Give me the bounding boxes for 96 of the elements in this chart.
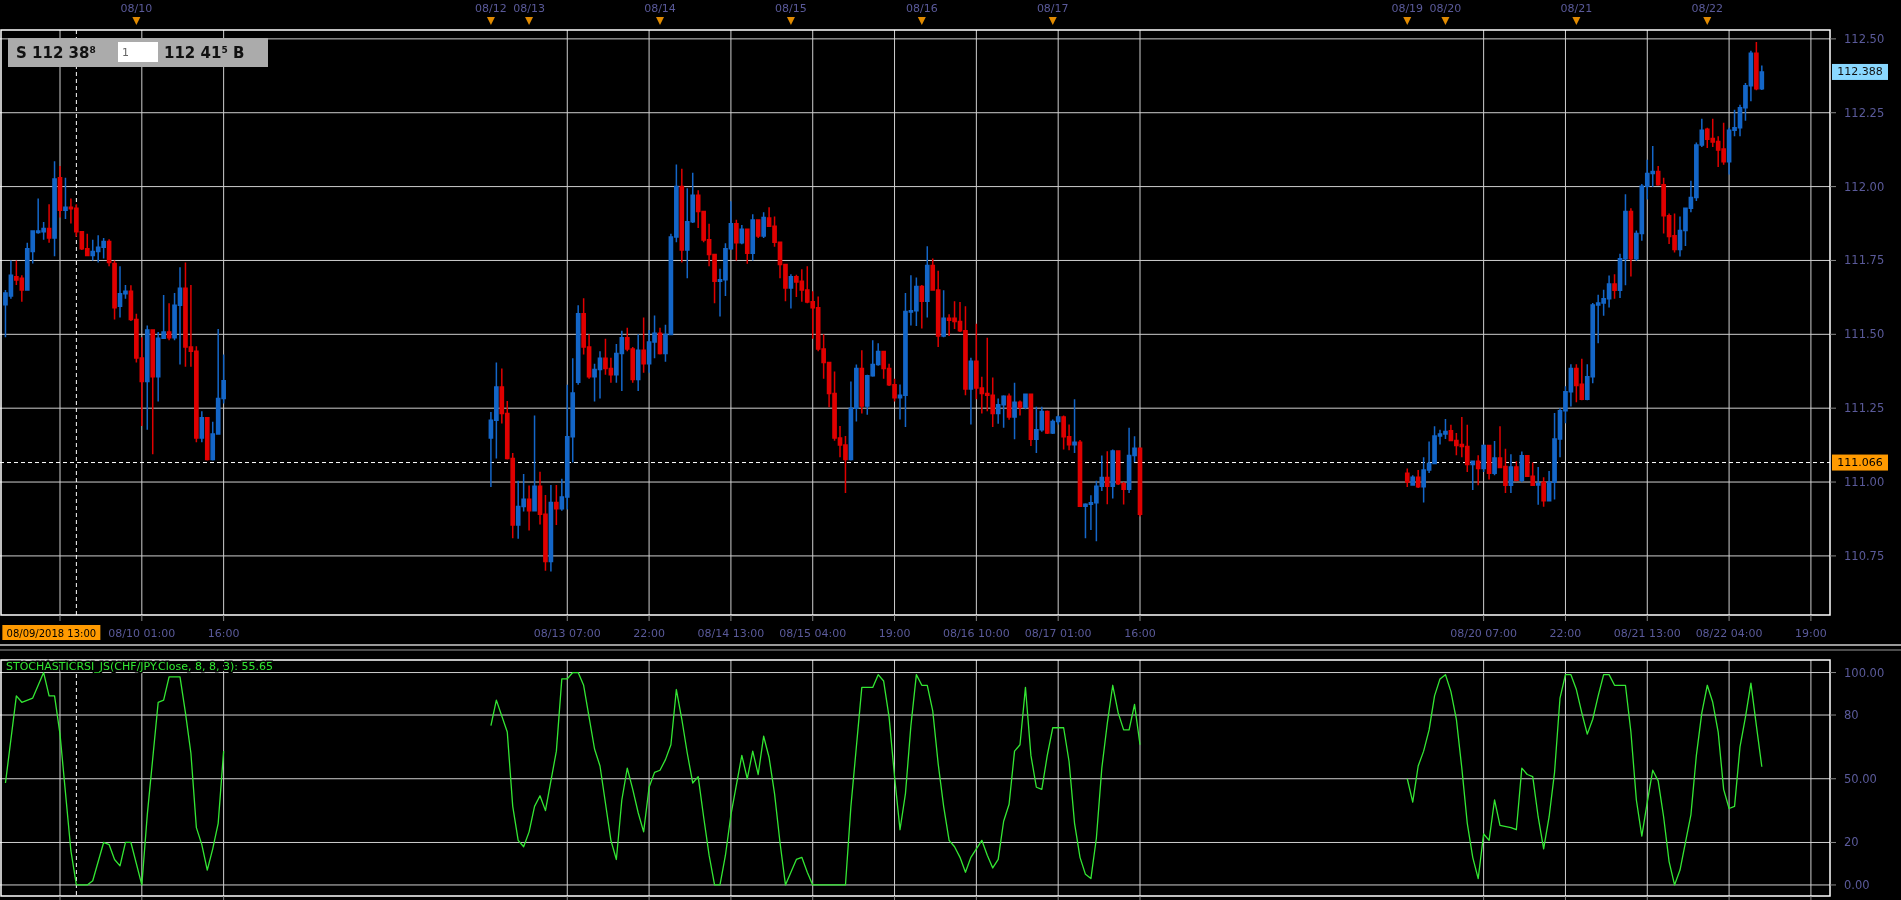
candlestick bbox=[1023, 392, 1028, 411]
candlestick bbox=[1470, 459, 1476, 491]
candlestick bbox=[63, 176, 68, 220]
candlestick bbox=[532, 414, 537, 513]
y-tick-label: 111.75 bbox=[1844, 253, 1885, 268]
x-tick-label: 16:00 bbox=[207, 626, 240, 640]
candlestick bbox=[1012, 382, 1017, 440]
y-tick-label: 112.00 bbox=[1844, 179, 1885, 194]
quantity-field: 1 bbox=[118, 42, 158, 62]
candlestick bbox=[1110, 448, 1116, 500]
candlestick bbox=[526, 484, 532, 532]
x2-tick-label: 08/13 bbox=[513, 1, 545, 15]
candlestick bbox=[1519, 450, 1525, 484]
x-tick-label: 08/13 07:00 bbox=[533, 626, 601, 640]
ref-line-label: 111.066 bbox=[1837, 456, 1883, 470]
candlestick bbox=[635, 333, 641, 392]
x2-tick-label: 08/22 bbox=[1691, 1, 1724, 15]
x-tick-label: 08/15 04:00 bbox=[779, 626, 847, 640]
candlestick bbox=[1044, 409, 1050, 435]
candlestick bbox=[788, 273, 794, 310]
candlestick bbox=[924, 245, 930, 319]
x2-tick-label: 08/21 bbox=[1560, 1, 1593, 15]
ref-line-label: 08/09/2018 13:00 bbox=[6, 627, 97, 639]
x2-tick-label: 08/19 bbox=[1391, 1, 1424, 15]
candlestick bbox=[1612, 273, 1617, 300]
candlestick bbox=[941, 289, 946, 339]
candlestick bbox=[1104, 450, 1110, 505]
x-tick-label: 08/16 10:00 bbox=[942, 626, 1010, 640]
candlestick bbox=[755, 219, 761, 239]
x2-tick-label: 08/17 bbox=[1036, 1, 1069, 15]
candlestick bbox=[641, 316, 646, 374]
x-tick-label: 08/20 07:00 bbox=[1450, 626, 1518, 640]
candlestick bbox=[150, 329, 156, 456]
y-tick-label: 0.00 bbox=[1844, 877, 1870, 892]
annotation: S 112 38$^{8}$ bbox=[16, 44, 96, 62]
candlestick bbox=[166, 302, 172, 341]
candlestick bbox=[1759, 64, 1765, 91]
text: 112.388 bbox=[1837, 65, 1883, 79]
candlestick bbox=[739, 224, 745, 245]
candlestick bbox=[919, 284, 925, 330]
x-tick-label: 08/21 13:00 bbox=[1613, 626, 1681, 640]
candlestick bbox=[1404, 467, 1410, 488]
x-tick-label: 08/22 04:00 bbox=[1695, 626, 1763, 640]
candlestick bbox=[1475, 454, 1481, 487]
candlestick bbox=[554, 484, 559, 526]
x-tick-label: 08/10 01:00 bbox=[108, 626, 176, 640]
candlestick bbox=[46, 203, 52, 244]
x2-tick-label: 08/10 bbox=[120, 1, 153, 15]
candlestick bbox=[1541, 476, 1546, 508]
candlestick bbox=[750, 213, 756, 262]
x2-tick-label: 08/14 bbox=[644, 1, 676, 15]
candlestick bbox=[1410, 474, 1416, 486]
x-tick-label: 16:00 bbox=[1124, 626, 1156, 640]
candlestick bbox=[734, 218, 739, 262]
candlestick bbox=[1415, 469, 1421, 489]
candlestick bbox=[968, 356, 974, 426]
candlestick bbox=[144, 324, 150, 431]
candlestick bbox=[1514, 460, 1519, 482]
y-tick-label: 112.50 bbox=[1844, 31, 1885, 46]
y-tick-label: 111.00 bbox=[1844, 475, 1885, 490]
y-tick-label: 111.25 bbox=[1844, 401, 1885, 416]
y-tick-label: 110.75 bbox=[1844, 548, 1885, 563]
candlestick bbox=[1017, 399, 1023, 417]
x2-tick-label: 08/15 bbox=[775, 1, 807, 15]
x-tick-label: 22:00 bbox=[1549, 626, 1582, 640]
candlestick bbox=[1508, 453, 1514, 494]
x-tick-label: 22:00 bbox=[633, 626, 665, 640]
y-tick-label: 100.00 bbox=[1844, 665, 1885, 680]
x-tick-label: 19:00 bbox=[1795, 626, 1827, 640]
y-tick-label: 112.25 bbox=[1844, 105, 1885, 120]
candlestick bbox=[112, 259, 117, 321]
candlestick bbox=[52, 160, 57, 258]
candlestick bbox=[1535, 466, 1541, 506]
candlestick bbox=[744, 228, 750, 265]
x-tick-label: 08/14 13:00 bbox=[697, 626, 765, 640]
candlestick bbox=[679, 168, 685, 264]
candlestick bbox=[1492, 440, 1497, 476]
x2-tick-label: 08/20 bbox=[1429, 1, 1462, 15]
y-tick-label: 111.50 bbox=[1844, 327, 1885, 342]
candlestick bbox=[1754, 41, 1759, 92]
x-tick-label: 19:00 bbox=[878, 626, 911, 640]
candlestick bbox=[199, 410, 205, 443]
y-tick-label: 20 bbox=[1844, 835, 1859, 850]
candlestick bbox=[859, 349, 865, 415]
candlestick bbox=[1072, 398, 1077, 454]
y-tick-label: 50.00 bbox=[1844, 771, 1877, 786]
candlestick bbox=[761, 211, 766, 239]
y-tick-label: 80 bbox=[1844, 708, 1859, 723]
candlestick bbox=[204, 416, 210, 462]
annotation: 112 41$^{5}$ B bbox=[164, 44, 245, 62]
x2-tick-label: 08/16 bbox=[905, 1, 938, 15]
annotation: 1 bbox=[122, 45, 129, 59]
candlestick bbox=[1481, 443, 1486, 473]
x-tick-label: 08/17 01:00 bbox=[1024, 626, 1092, 640]
x2-tick-label: 08/12 bbox=[475, 1, 507, 15]
candlestick bbox=[575, 304, 581, 386]
